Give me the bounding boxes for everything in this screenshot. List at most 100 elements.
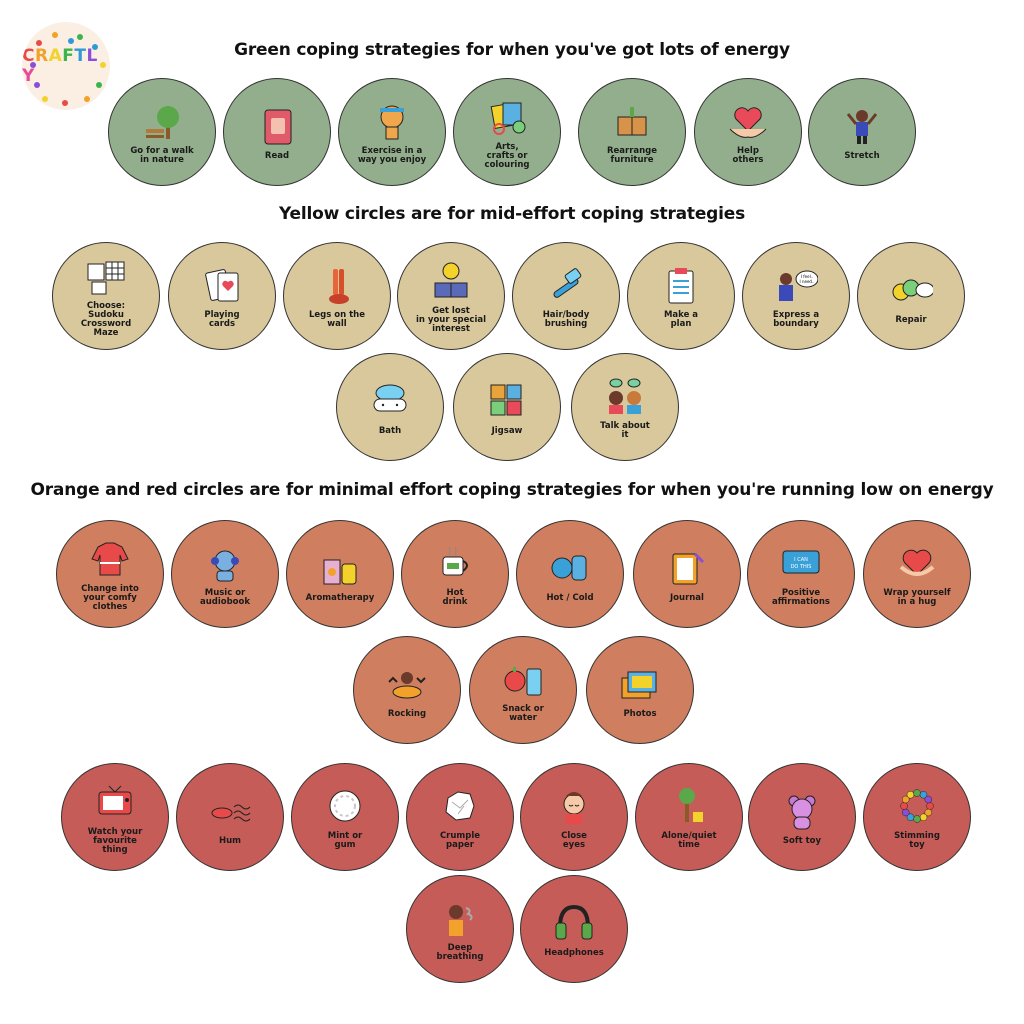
strategy-label: Repair xyxy=(895,314,927,325)
strategy-circle: Snack or water xyxy=(469,636,577,744)
strategy-label: Hum xyxy=(218,835,242,846)
confetti-dot xyxy=(34,82,40,88)
strategy-label: Jigsaw xyxy=(491,425,523,436)
strategy-circle: Soft toy xyxy=(748,763,856,871)
logo-letter: L xyxy=(86,46,98,66)
yellow-heading: Yellow circles are for mid-effort coping… xyxy=(278,204,746,224)
close-eyes-icon xyxy=(552,784,596,828)
strategy-circle: I feel.. I need.. Express a boundary xyxy=(742,242,850,350)
strategy-circle: Hair/body brushing xyxy=(512,242,620,350)
strategy-label: Music or audiobook xyxy=(199,588,251,607)
strategy-label: Go for a walk in nature xyxy=(130,146,194,165)
svg-text:I CAN: I CAN xyxy=(794,557,808,563)
strategy-circle: Exercise in a way you enjoy xyxy=(338,78,446,186)
strategy-circle: Rocking xyxy=(353,636,461,744)
strategy-circle: Playing cards xyxy=(168,242,276,350)
cards-icon xyxy=(200,263,244,307)
strategy-label: Positive affirmations xyxy=(772,588,830,607)
strategy-label: Exercise in a way you enjoy xyxy=(357,146,427,165)
strategy-label: Arts, crafts or colouring xyxy=(484,141,530,170)
strategy-circle: Alone/quiet time xyxy=(635,763,743,871)
strategy-label: Alone/quiet time xyxy=(661,831,717,850)
strategy-label: Read xyxy=(264,150,290,161)
strategy-label: Journal xyxy=(670,592,704,603)
logo-letter: F xyxy=(62,46,75,66)
brush-icon xyxy=(544,263,588,307)
strategy-circle: I CAN DO THIS Positive affirmations xyxy=(747,520,855,628)
strategy-circle: Go for a walk in nature xyxy=(108,78,216,186)
logo-letter: Y xyxy=(22,66,35,86)
strategy-label: Close eyes xyxy=(561,831,587,850)
rocking-icon xyxy=(385,662,429,706)
svg-text:DO THIS: DO THIS xyxy=(791,564,812,570)
strategy-label: Choose: Sudoku Crossword Maze xyxy=(80,301,132,338)
lightbulb-book-icon xyxy=(429,259,473,303)
strategy-circle: Repair xyxy=(857,242,965,350)
strategy-circle: Mint or gum xyxy=(291,763,399,871)
strategy-label: Legs on the wall xyxy=(308,310,365,329)
svg-text:I need..: I need.. xyxy=(800,279,815,284)
strategy-circle: Stimming toy xyxy=(863,763,971,871)
confetti-dot xyxy=(36,40,42,46)
headphones-bear-icon xyxy=(203,541,247,585)
boundary-icon: I feel.. I need.. xyxy=(774,263,819,307)
strategy-label: Wrap yourself in a hug xyxy=(883,588,951,607)
strategy-label: Express a boundary xyxy=(772,310,820,329)
bead-bracelet-icon xyxy=(895,784,939,828)
strategy-circle: Make a plan xyxy=(627,242,735,350)
strategy-circle: Help others xyxy=(694,78,802,186)
strategy-circle: Aromatherapy xyxy=(286,520,394,628)
confetti-dot xyxy=(100,62,106,68)
clipboard-icon xyxy=(659,263,703,307)
confetti-dot xyxy=(77,34,83,40)
repair-icon xyxy=(889,268,935,312)
strategy-circle: Rearrange furniture xyxy=(578,78,686,186)
hot-drink-icon xyxy=(433,541,477,585)
strategy-label: Make a plan xyxy=(663,310,699,329)
strategy-circle: Hot drink xyxy=(401,520,509,628)
strategy-label: Hot drink xyxy=(442,588,468,607)
exercise-cat-icon xyxy=(370,99,414,143)
bath-icon xyxy=(368,379,412,423)
strategy-circle: Get lost in your special interest xyxy=(397,242,505,350)
strategy-circle: Talk about it xyxy=(571,353,679,461)
strategy-label: Rocking xyxy=(387,708,427,719)
talk-icon xyxy=(603,374,647,418)
mint-icon xyxy=(323,784,367,828)
sweater-icon xyxy=(88,537,132,581)
strategy-label: Hot / Cold xyxy=(546,592,594,603)
strategy-circle: Deep breathing xyxy=(406,875,514,983)
confetti-dot xyxy=(30,62,36,68)
strategy-label: Bath xyxy=(378,425,402,436)
puzzles-icon xyxy=(84,254,128,298)
strategy-circle: Hum xyxy=(176,763,284,871)
heart-hands-icon xyxy=(726,99,770,143)
teddy-icon xyxy=(780,789,824,833)
confetti-dot xyxy=(92,44,98,50)
strategy-circle: Hot / Cold xyxy=(516,520,624,628)
strategy-label: Playing cards xyxy=(204,310,240,329)
strategy-circle: Stretch xyxy=(808,78,916,186)
strategy-label: Get lost in your special interest xyxy=(415,305,487,334)
art-supplies-icon xyxy=(485,95,529,139)
strategy-circle: Bath xyxy=(336,353,444,461)
strategy-circle: Close eyes xyxy=(520,763,628,871)
strategy-circle: Choose: Sudoku Crossword Maze xyxy=(52,242,160,350)
svg-text:I feel..: I feel.. xyxy=(801,274,813,279)
strategy-label: Crumple paper xyxy=(439,831,481,850)
strategy-label: Aromatherapy xyxy=(305,592,375,603)
photos-icon xyxy=(618,662,662,706)
tv-icon xyxy=(93,780,137,824)
tree-bench-icon xyxy=(140,99,184,143)
strategy-label: Deep breathing xyxy=(436,943,484,962)
confetti-dot xyxy=(62,100,68,106)
logo-text: CRAFTL Y xyxy=(22,46,110,86)
strategy-label: Stimming toy xyxy=(894,831,940,850)
snack-water-icon xyxy=(501,657,545,701)
strategy-label: Photos xyxy=(623,708,657,719)
jigsaw-icon xyxy=(485,379,529,423)
strategy-label: Stretch xyxy=(844,150,880,161)
strategy-label: Snack or water xyxy=(502,704,544,723)
breathing-icon xyxy=(438,896,482,940)
crumple-paper-icon xyxy=(438,784,482,828)
